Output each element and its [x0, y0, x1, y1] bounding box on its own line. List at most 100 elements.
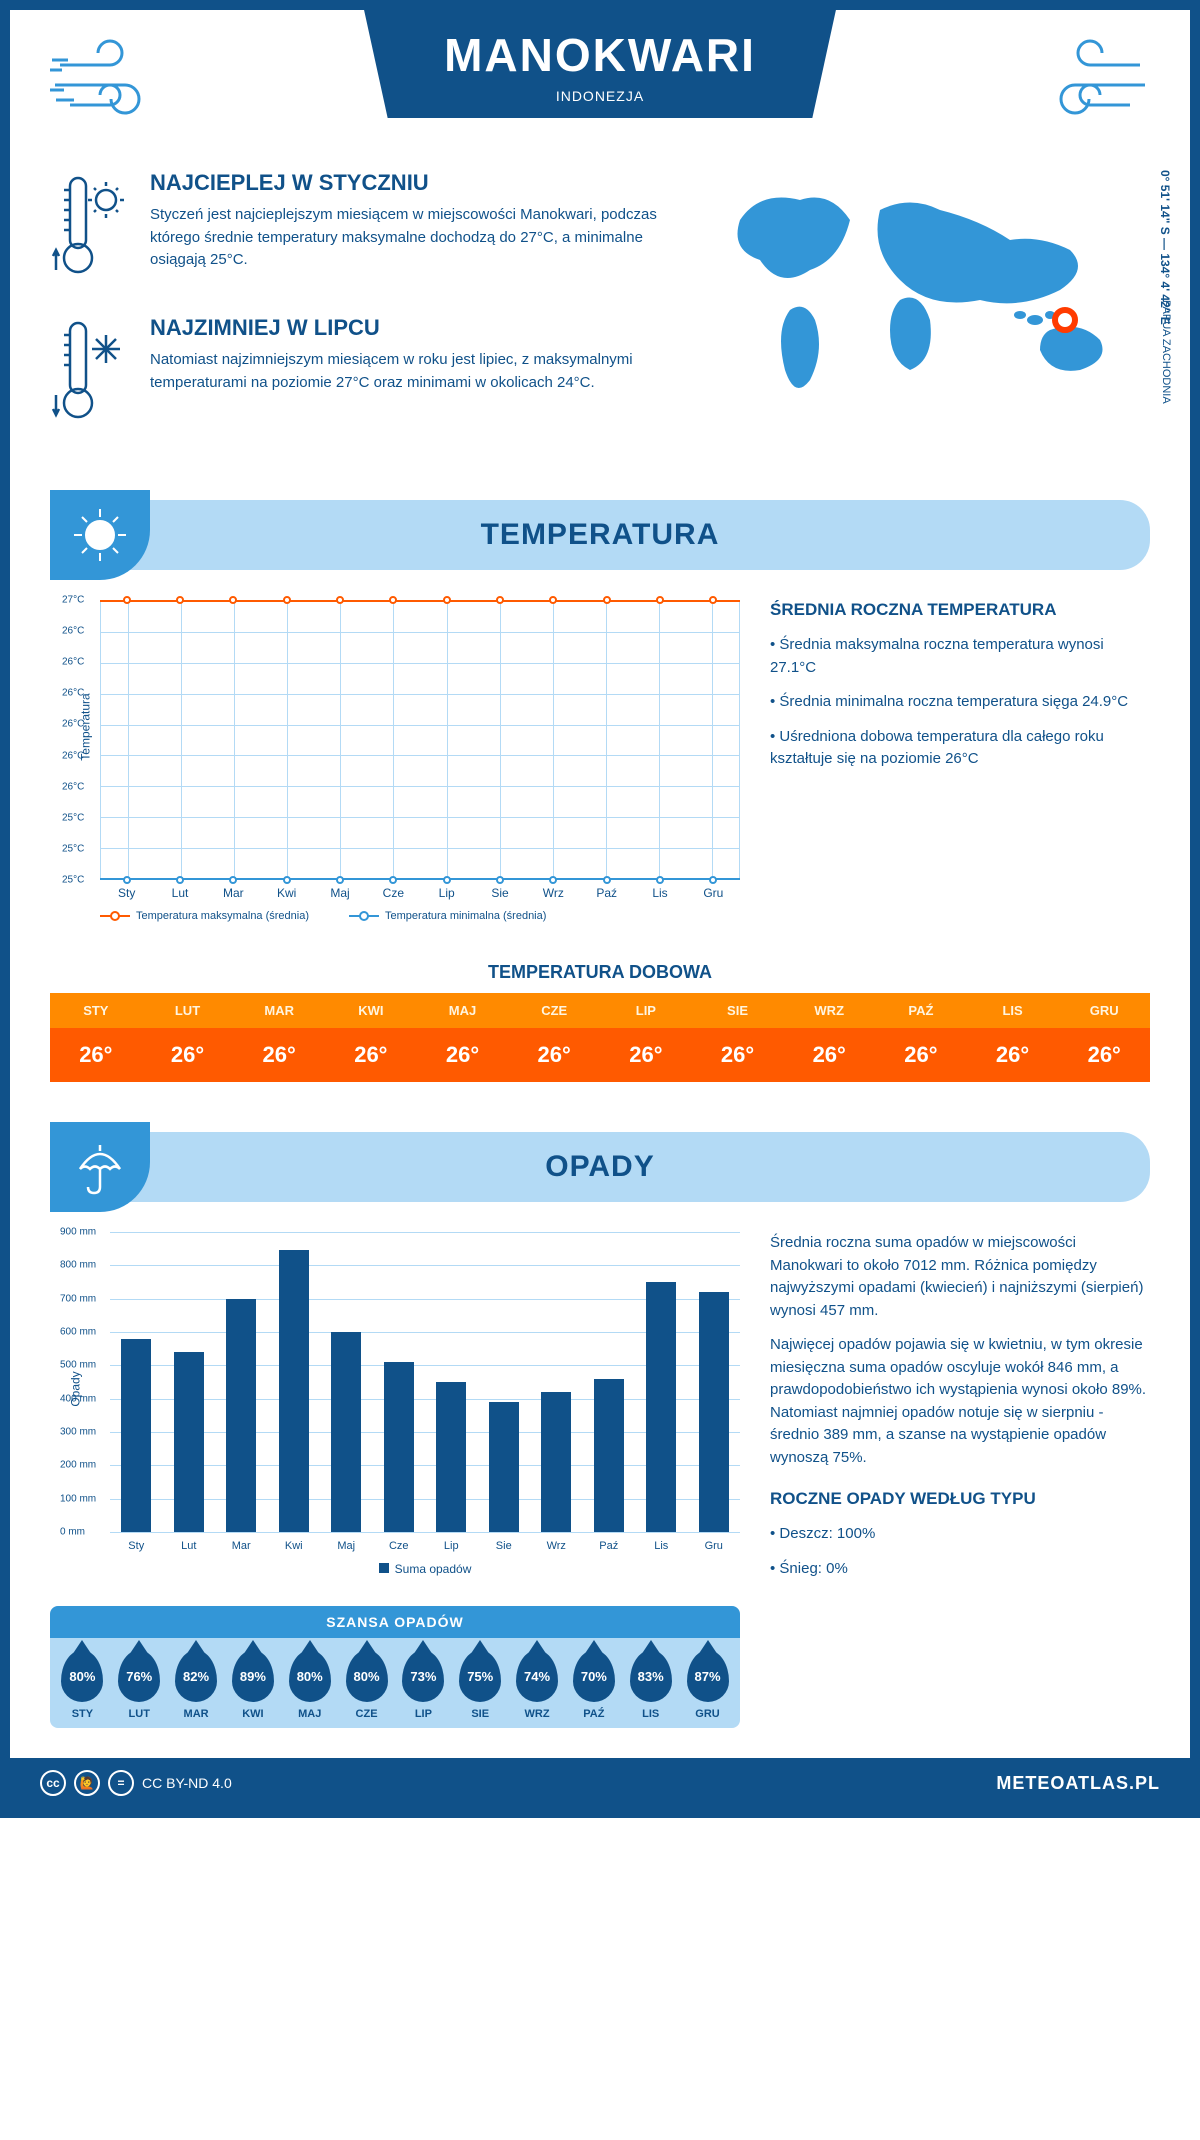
daily-col: LIP26° [600, 993, 692, 1082]
daily-month: STY [50, 993, 142, 1028]
precip-bar [699, 1292, 729, 1532]
daily-col: LIS26° [967, 993, 1059, 1082]
daily-value: 26° [50, 1028, 142, 1082]
daily-value: 26° [875, 1028, 967, 1082]
temp-min-marker [443, 876, 451, 884]
precip-bar [121, 1339, 151, 1532]
drop-month: SIE [452, 1708, 509, 1720]
temp-max-line [100, 600, 740, 602]
license-block: cc 🙋 = CC BY-ND 4.0 [40, 1770, 232, 1796]
drop-icon: 80% [289, 1650, 331, 1702]
temp-min-line [100, 878, 740, 880]
precip-xtick: Lut [181, 1540, 196, 1552]
temp-xtick: Paź [596, 886, 617, 900]
precip-side-info: Średnia roczna suma opadów w miejscowośc… [770, 1232, 1150, 1728]
drop-item: 89% KWI [224, 1650, 281, 1720]
by-icon: 🙋 [74, 1770, 100, 1796]
temp-xtick: Lis [652, 886, 667, 900]
temp-max-marker [336, 596, 344, 604]
temp-min-marker [336, 876, 344, 884]
precip-xtick: Wrz [547, 1540, 566, 1552]
daily-value: 26° [1058, 1028, 1150, 1082]
precip-xtick: Lis [654, 1540, 668, 1552]
daily-col: SIE26° [692, 993, 784, 1082]
temp-ytick: 26°C [62, 781, 84, 792]
precip-legend-label: Suma opadów [395, 1562, 472, 1576]
temp-chart: Temperatura 27°C26°C26°C26°C26°C26°C26°C… [50, 600, 740, 922]
coldest-desc: Natomiast najzimniejszym miesiącem w rok… [150, 349, 670, 394]
daily-month: KWI [325, 993, 417, 1028]
warmest-text: NAJCIEPLEJ W STYCZNIU Styczeń jest najci… [150, 170, 670, 285]
info-row: NAJCIEPLEJ W STYCZNIU Styczeń jest najci… [10, 140, 1190, 480]
daily-value: 26° [692, 1028, 784, 1082]
temp-min-marker [389, 876, 397, 884]
temp-bullet: Średnia minimalna roczna temperatura się… [770, 691, 1150, 714]
daily-value: 26° [508, 1028, 600, 1082]
drop-month: CZE [338, 1708, 395, 1720]
nd-icon: = [108, 1770, 134, 1796]
cc-icon: cc [40, 1770, 66, 1796]
daily-month: GRU [1058, 993, 1150, 1028]
precip-bar [384, 1362, 414, 1532]
drops-title: SZANSA OPADÓW [50, 1606, 740, 1638]
drop-month: GRU [679, 1708, 736, 1720]
coldest-text: NAJZIMNIEJ W LIPCU Natomiast najzimniejs… [150, 315, 670, 430]
drop-month: LUT [111, 1708, 168, 1720]
temp-xtick: Wrz [543, 886, 564, 900]
daily-temp-table: STY26°LUT26°MAR26°KWI26°MAJ26°CZE26°LIP2… [50, 993, 1150, 1082]
precip-xtick: Paź [599, 1540, 618, 1552]
drop-month: PAŹ [565, 1708, 622, 1720]
drop-month: LIS [622, 1708, 679, 1720]
precip-bar [436, 1382, 466, 1532]
temp-bullet: Uśredniona dobowa temperatura dla całego… [770, 726, 1150, 771]
drop-icon: 75% [459, 1650, 501, 1702]
warmest-block: NAJCIEPLEJ W STYCZNIU Styczeń jest najci… [50, 170, 670, 285]
precip-bar [646, 1282, 676, 1532]
precip-ytick: 900 mm [60, 1227, 96, 1238]
temp-ytick: 26°C [62, 688, 84, 699]
drop-icon: 83% [630, 1650, 672, 1702]
temp-max-marker [389, 596, 397, 604]
temp-side-info: ŚREDNIA ROCZNA TEMPERATURA Średnia maksy… [770, 600, 1150, 922]
footer: cc 🙋 = CC BY-ND 4.0 METEOATLAS.PL [10, 1758, 1190, 1808]
precip-ytick: 200 mm [60, 1460, 96, 1471]
drop-item: 76%LUT [111, 1650, 168, 1720]
precip-type-bullet: Deszcz: 100% [770, 1523, 1150, 1546]
precip-xtick: Sty [128, 1540, 144, 1552]
site-name: METEOATLAS.PL [996, 1773, 1160, 1794]
temp-max-marker [496, 596, 504, 604]
precip-bar [489, 1402, 519, 1532]
drop-month: KWI [224, 1708, 281, 1720]
temp-min-marker [123, 876, 131, 884]
temp-min-marker [709, 876, 717, 884]
title-block: MANOKWARI INDONEZJA [364, 10, 836, 118]
daily-month: LIP [600, 993, 692, 1028]
precip-legend: Suma opadów [110, 1562, 740, 1576]
precip-section-header: OPADY [50, 1132, 1150, 1202]
temp-min-marker [176, 876, 184, 884]
drops-panel: SZANSA OPADÓW 80%STY76%LUT82%MAR89% KWI 80… [50, 1606, 740, 1728]
precip-xtick: Lip [444, 1540, 459, 1552]
temp-max-marker [709, 596, 717, 604]
temp-section-header: TEMPERATURA [50, 500, 1150, 570]
warmest-desc: Styczeń jest najcieplejszym miesiącem w … [150, 204, 670, 272]
daily-month: WRZ [783, 993, 875, 1028]
temp-max-marker [603, 596, 611, 604]
precip-bar [174, 1352, 204, 1532]
daily-col: LUT26° [142, 993, 234, 1082]
daily-value: 26° [600, 1028, 692, 1082]
precip-ytick: 800 mm [60, 1260, 96, 1271]
temp-min-marker [496, 876, 504, 884]
thermometer-hot-icon [50, 170, 130, 285]
temp-max-marker [656, 596, 664, 604]
daily-col: WRZ26° [783, 993, 875, 1082]
daily-temp-title: TEMPERATURA DOBOWA [10, 962, 1190, 983]
page-container: MANOKWARI INDONEZJA [0, 0, 1200, 1818]
drop-item: 82%MAR [168, 1650, 225, 1720]
temp-xtick: Sie [491, 886, 508, 900]
drop-icon: 89% [232, 1650, 274, 1702]
temp-min-marker [283, 876, 291, 884]
temp-ytick: 26°C [62, 626, 84, 637]
drop-item: 80%STY [54, 1650, 111, 1720]
drop-item: 75% SIE [452, 1650, 509, 1720]
